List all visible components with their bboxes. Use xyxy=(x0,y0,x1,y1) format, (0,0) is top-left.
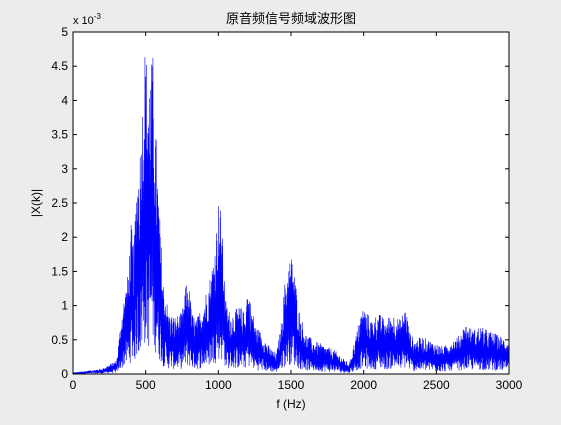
x-axis: 0 500 1000 1500 2000 2500 3000 xyxy=(70,32,523,392)
y-tick-label: 0 xyxy=(61,367,68,381)
x-tick-label: 2000 xyxy=(350,378,377,392)
y-exponent-power: -3 xyxy=(94,12,102,21)
x-tick-label: 1500 xyxy=(278,378,305,392)
y-tick-label: 2 xyxy=(61,230,68,244)
y-exponent-label: x 10-3 xyxy=(73,12,101,27)
y-tick-label: 4 xyxy=(61,93,68,107)
x-axis-label: f (Hz) xyxy=(276,397,305,411)
y-exponent-base: x 10 xyxy=(73,15,94,27)
x-tick-label: 0 xyxy=(70,378,77,392)
chart-title: 原音频信号频域波形图 xyxy=(226,11,356,26)
x-tick-label: 2500 xyxy=(423,378,450,392)
y-tick-label: 3 xyxy=(61,162,68,176)
y-axis: 0 0.5 1 1.5 2 2.5 3 3.5 4 4.5 5 xyxy=(51,25,509,381)
y-tick-label: 0.5 xyxy=(51,333,68,347)
y-tick-label: 2.5 xyxy=(51,196,68,210)
x-tick-label: 500 xyxy=(136,378,156,392)
y-tick-label: 5 xyxy=(61,25,68,39)
y-tick-label: 1 xyxy=(61,299,68,313)
y-axis-label: |X(k)| xyxy=(29,189,43,217)
y-tick-label: 3.5 xyxy=(51,128,68,142)
y-tick-label: 1.5 xyxy=(51,264,68,278)
x-tick-label: 3000 xyxy=(496,378,523,392)
y-tick-label: 4.5 xyxy=(51,59,68,73)
spectrum-trace xyxy=(72,57,510,375)
x-tick-label: 1000 xyxy=(205,378,232,392)
spectrum-series-line xyxy=(72,57,510,375)
